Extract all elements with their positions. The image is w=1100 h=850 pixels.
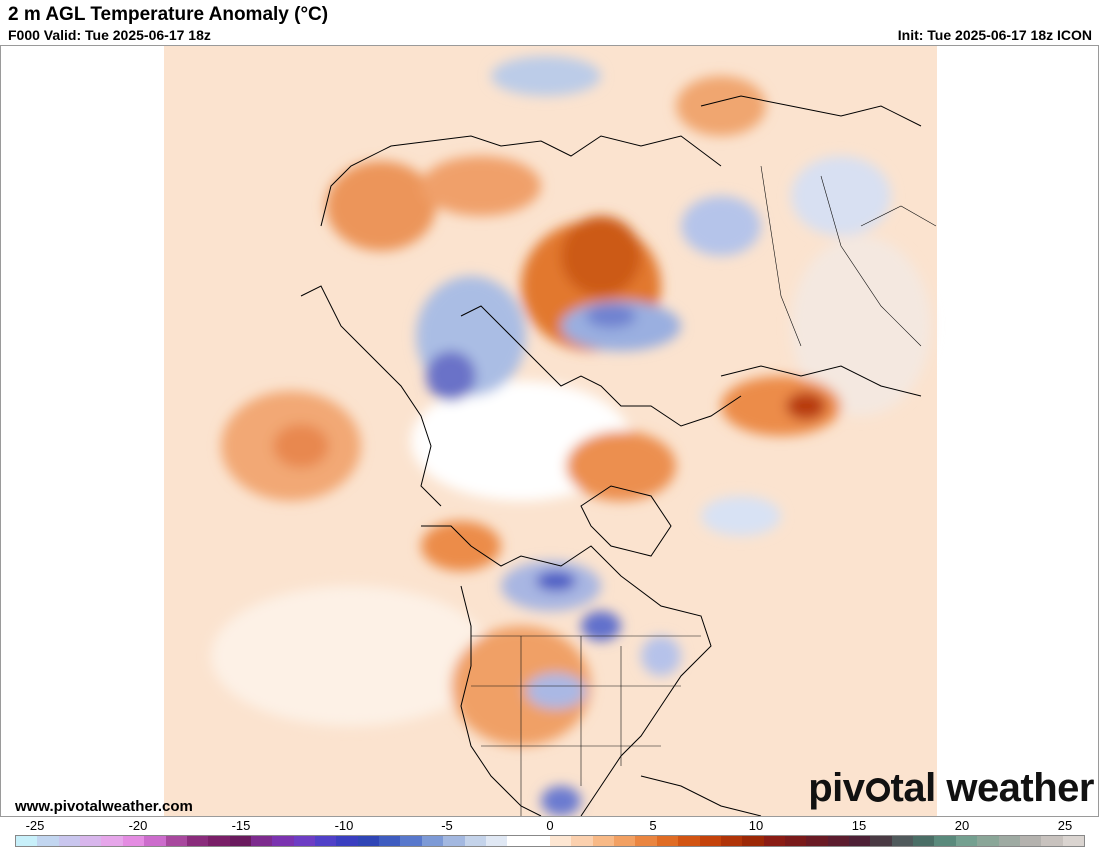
colorbar-swatch <box>315 836 337 846</box>
colorbar-tick-label: -5 <box>441 818 453 833</box>
colorbar-swatch <box>720 836 743 846</box>
colorbar-swatch <box>549 836 572 846</box>
colorbar-swatch <box>827 836 850 846</box>
colorbar-swatch <box>101 836 123 846</box>
init-time: Init: Tue 2025-06-17 18z ICON <box>897 27 1092 43</box>
colorbar-swatch <box>784 836 807 846</box>
colorbar-swatch <box>443 836 465 846</box>
colorbar-swatch <box>891 836 914 846</box>
map-title: 2 m AGL Temperature Anomaly (°C) <box>8 4 329 25</box>
valid-time: F000 Valid: Tue 2025-06-17 18z <box>8 27 211 43</box>
map-panel[interactable] <box>0 45 1099 817</box>
coastlines <box>300 95 922 816</box>
colorbar-swatch <box>293 836 316 846</box>
colorbar-swatch <box>229 836 251 846</box>
colorbar-swatch <box>421 836 444 846</box>
colorbar-swatch <box>742 836 764 846</box>
colorbar-tick-label: 25 <box>1057 818 1073 833</box>
colorbar-swatch <box>80 836 102 846</box>
colorbar-swatch <box>635 836 657 846</box>
colorbar-tick-label: -15 <box>231 818 251 833</box>
colorbar-swatch <box>485 836 508 846</box>
colorbar-tick-label: -20 <box>128 818 148 833</box>
colorbar-swatch <box>58 836 81 846</box>
colorbar-swatch <box>272 836 294 846</box>
anomaly-field <box>211 56 931 816</box>
colorbar-tick-label: 10 <box>748 818 764 833</box>
website-credit: www.pivotalweather.com <box>15 798 193 815</box>
colorbar-swatch <box>250 836 273 846</box>
colorbar-swatch <box>614 836 636 846</box>
colorbar-tick-label: 0 <box>546 818 554 833</box>
colorbar-labels: -25 -20 -15 -10 -5 0 5 10 15 20 25 <box>0 818 1100 834</box>
colorbar-swatch <box>1041 836 1063 846</box>
colorbar-swatch <box>699 836 721 846</box>
colorbar-tick-label: 15 <box>851 818 867 833</box>
anomaly-map <box>164 46 937 816</box>
colorbar-swatch <box>165 836 187 846</box>
colorbar-swatch <box>208 836 230 846</box>
colorbar-swatch <box>870 836 892 846</box>
colorbar-swatch <box>977 836 999 846</box>
colorbar <box>15 835 1085 847</box>
colorbar-swatch <box>122 836 145 846</box>
colorbar-swatch <box>37 836 59 846</box>
colorbar-swatch <box>379 836 401 846</box>
colorbar-swatch <box>1062 836 1084 846</box>
colorbar-swatch <box>336 836 358 846</box>
colorbar-swatch <box>528 836 550 846</box>
brand-logo: piv tal weather <box>808 766 1094 810</box>
colorbar-tick-label: 5 <box>649 818 657 833</box>
political-boundaries <box>471 165 937 816</box>
colorbar-swatch <box>934 836 956 846</box>
colorbar-swatch <box>464 836 486 846</box>
colorbar-tick-label: -10 <box>334 818 354 833</box>
colorbar-tick-label: 20 <box>954 818 970 833</box>
colorbar-swatch <box>357 836 380 846</box>
colorbar-swatch <box>1019 836 1042 846</box>
colorbar-swatch <box>656 836 679 846</box>
colorbar-swatch <box>186 836 209 846</box>
colorbar-tick-label: -25 <box>25 818 45 833</box>
logo-ring-icon <box>865 778 890 802</box>
colorbar-swatch <box>763 836 785 846</box>
colorbar-swatch <box>592 836 615 846</box>
colorbar-swatch <box>913 836 935 846</box>
colorbar-swatch <box>998 836 1020 846</box>
colorbar-swatch <box>144 836 166 846</box>
colorbar-swatch <box>849 836 871 846</box>
colorbar-swatch <box>16 836 38 846</box>
colorbar-swatch <box>806 836 828 846</box>
colorbar-swatch <box>571 836 593 846</box>
colorbar-swatch <box>507 836 529 846</box>
colorbar-swatch <box>678 836 700 846</box>
colorbar-swatch <box>955 836 978 846</box>
colorbar-swatch <box>400 836 422 846</box>
